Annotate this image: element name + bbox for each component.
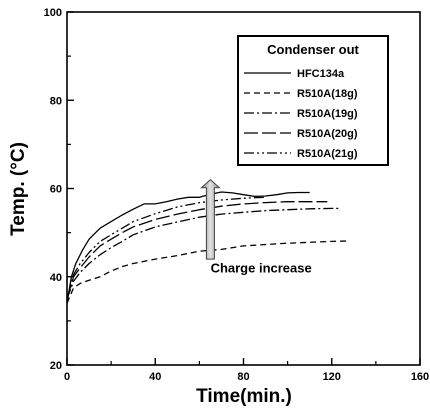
series-line-1 [66, 240, 348, 304]
y-axis-title: Temp. (°C) [8, 142, 29, 236]
series-layer [66, 191, 348, 304]
axis-tick-labels: 0 40 80 120 160 20 40 60 80 100 [44, 7, 430, 383]
x-tick-label: 80 [237, 371, 249, 383]
y-tick-label: 100 [44, 7, 62, 19]
legend-label-0: HFC134a [297, 68, 345, 80]
series-line-0 [66, 191, 310, 304]
series-line-2 [66, 207, 339, 300]
x-tick-label: 160 [411, 371, 429, 383]
series-line-3 [66, 201, 328, 299]
charge-arrow [200, 179, 221, 260]
legend-title: Condenser out [267, 42, 359, 57]
legend-label-2: R510A(19g) [297, 108, 358, 120]
annotation-charge-increase: Charge increase [211, 260, 312, 275]
legend-label-4: R510A(21g) [297, 148, 358, 160]
x-axis-title: Time(min.) [196, 386, 292, 407]
y-tick-label: 40 [50, 272, 62, 284]
legend-box [237, 35, 389, 166]
y-tick-label: 20 [50, 360, 62, 372]
x-tick-label: 40 [149, 371, 161, 383]
charge-arrow-layer [200, 179, 221, 260]
legend-items: HFC134a R510A(18g) R510A(19g) R510A(20g) R51… [244, 68, 358, 160]
legend-label-3: R510A(20g) [297, 128, 358, 140]
y-tick-label: 80 [50, 95, 62, 107]
x-tick-label: 120 [323, 371, 341, 383]
legend-label-1: R510A(18g) [297, 88, 358, 100]
series-line-4 [66, 196, 266, 299]
x-tick-label: 0 [64, 371, 70, 383]
y-tick-label: 60 [50, 184, 62, 196]
axis-ticks [66, 11, 421, 366]
legend: Condenser out HFC134a R510A(18g) R510A(19g… [237, 35, 389, 166]
